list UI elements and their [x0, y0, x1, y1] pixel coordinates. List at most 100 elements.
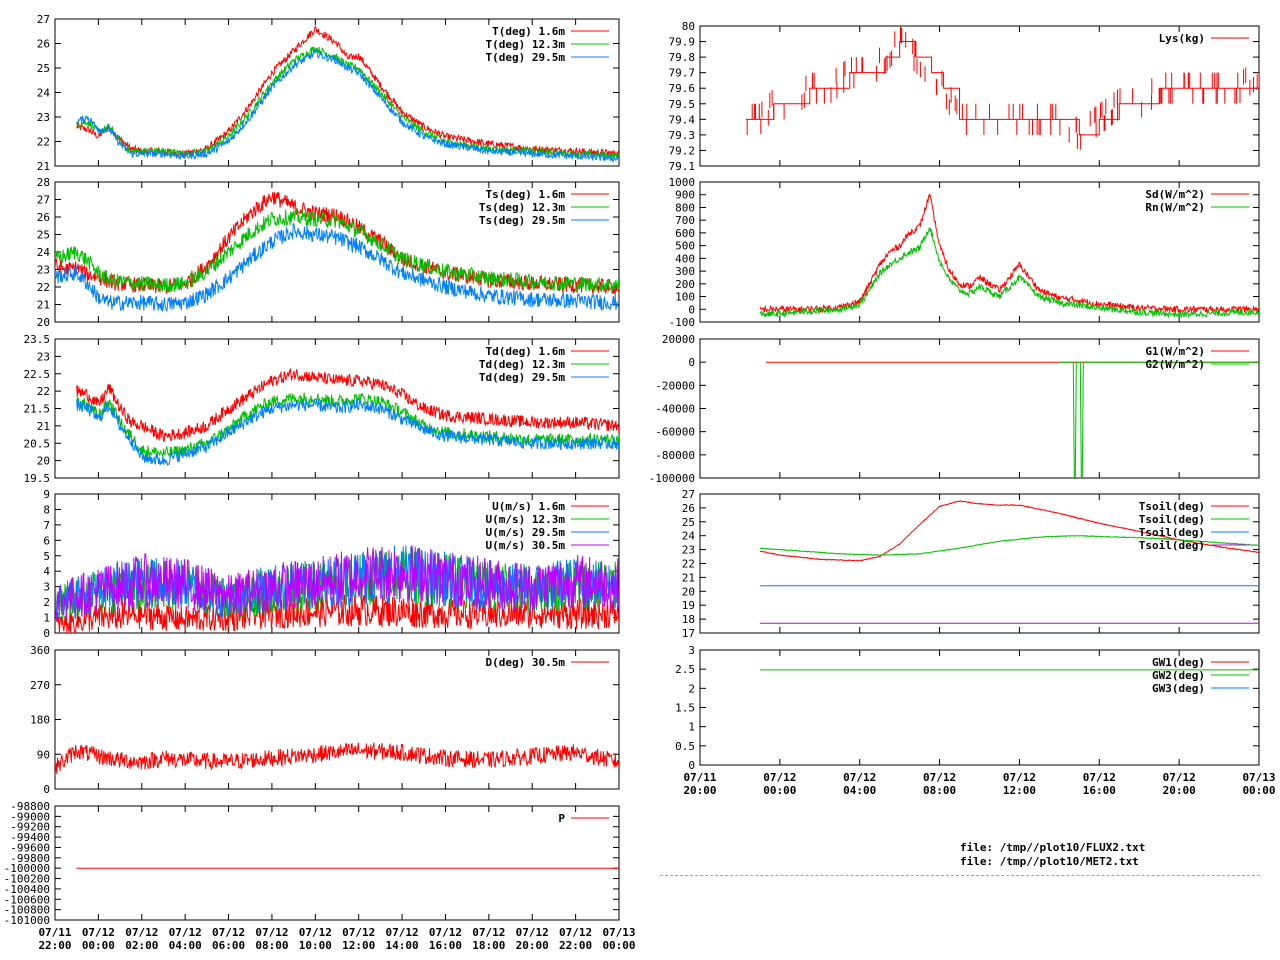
series-line-td-2	[76, 397, 619, 467]
y-tick-label: 20	[37, 455, 50, 468]
y-tick-label: 20.5	[24, 437, 51, 450]
y-tick-label: -100800	[4, 904, 50, 917]
legend-label: Td(deg) 12.3m	[479, 358, 565, 371]
x-tick-label-time: 08:00	[255, 939, 288, 952]
series-line-flux-1	[759, 227, 1259, 319]
y-tick-label: -98800	[10, 800, 50, 813]
y-tick-label: 500	[675, 240, 695, 253]
legend-label: Tsoil(deg)	[1139, 539, 1205, 552]
x-tick-label-time: 04:00	[169, 939, 202, 952]
series-line-td-1	[76, 392, 619, 460]
y-tick-label: 25	[37, 229, 50, 242]
y-tick-label: 79.8	[669, 51, 696, 64]
legend-label: Tsoil(deg)	[1139, 526, 1205, 539]
y-tick-label: 79.2	[669, 144, 696, 157]
chart-tsoil: 1718192021222324252627Tsoil(deg)Tsoil(de…	[682, 488, 1260, 640]
x-tick-label-date: 07/12	[255, 926, 288, 939]
y-tick-label: 100	[675, 291, 695, 304]
legend-label: Tsoil(deg)	[1139, 500, 1205, 513]
y-tick-label: 79.7	[669, 67, 696, 80]
legend-label: Ts(deg) 1.6m	[486, 188, 566, 201]
y-tick-label: 2.5	[675, 663, 695, 676]
x-tick-label-date: 07/12	[212, 926, 245, 939]
y-tick-label: 22	[37, 136, 50, 149]
x-tick-label-time: 20:00	[516, 939, 549, 952]
x-tick-label-time: 00:00	[1242, 784, 1275, 797]
y-tick-label: 19	[682, 599, 695, 612]
chart-g: -100000 -80000 -60000 -40000 -20000 0 20000 G1(…	[649, 333, 1260, 485]
legend-label: G2(W/m^2)	[1145, 358, 1205, 371]
x-tick-label-time: 16:00	[1083, 784, 1116, 797]
x-tick-label-date: 07/12	[516, 926, 549, 939]
y-tick-label: 200	[675, 278, 695, 291]
x-tick-label-time: 16:00	[429, 939, 462, 952]
y-tick-label: -100200	[4, 873, 50, 886]
x-tick-label-date: 07/12	[125, 926, 158, 939]
y-tick-label: 22	[37, 385, 50, 398]
x-tick-label-time: 04:00	[843, 784, 876, 797]
chart-td: 19.5 20 20.5 21 21.5 22 22.5 23 23.5 Td(deg) 1.6m…	[24, 333, 620, 485]
y-tick-label: 0	[43, 627, 50, 640]
legend-label: Lys(kg)	[1159, 32, 1205, 45]
legend-label: Ts(deg) 12.3m	[479, 201, 565, 214]
y-tick-label: 2	[688, 682, 695, 695]
legend-label: T(deg) 1.6m	[492, 25, 565, 38]
legend-label: U(m/s) 12.3m	[486, 513, 566, 526]
series-line-flux-0	[759, 193, 1259, 315]
y-tick-label: 21	[37, 160, 50, 173]
y-tick-label: 19.5	[24, 472, 51, 485]
y-tick-label: 17	[682, 627, 695, 640]
y-tick-label: 23	[37, 111, 50, 124]
x-tick-label-date: 07/11	[38, 926, 71, 939]
x-tick-label-time: 18:00	[472, 939, 505, 952]
legend-label: P	[558, 812, 565, 825]
y-tick-label: 21	[37, 299, 50, 312]
y-tick-label: 20	[682, 585, 695, 598]
y-tick-label: 27	[682, 488, 695, 501]
y-tick-label: 80	[682, 20, 695, 33]
x-tick-label-date: 07/12	[923, 771, 956, 784]
y-tick-label: 5	[43, 550, 50, 563]
series-line-ts-2	[55, 223, 619, 312]
y-tick-label: 79.4	[669, 113, 696, 126]
x-tick-label-date: 07/12	[1083, 771, 1116, 784]
y-tick-label: 300	[675, 265, 695, 278]
legend-label: U(m/s) 29.5m	[486, 526, 566, 539]
y-tick-label: 25	[37, 62, 50, 75]
x-tick-label-date: 07/12	[386, 926, 419, 939]
x-tick-label-time: 22:00	[559, 939, 592, 952]
chart-t: 21 22 23 24 25 26 27 T(deg) 1.6mT(deg) 12.3mT(d…	[37, 13, 620, 173]
series-line-t-2	[76, 48, 619, 163]
series-line-lys-0	[745, 26, 1259, 150]
legend-label: G1(W/m^2)	[1145, 345, 1205, 358]
y-tick-label: 26	[682, 502, 695, 515]
chart-lys: 79.1 79.2 79.3 79.4 79.5 79.6 79.7 79.8 79.9 80 Ly…	[669, 20, 1260, 173]
y-tick-label: 24	[37, 87, 51, 100]
y-tick-label: 0	[688, 759, 695, 772]
y-tick-label: 0	[43, 783, 50, 796]
x-tick-label-time: 12:00	[342, 939, 375, 952]
legend-label: D(deg) 30.5m	[486, 656, 566, 669]
legend-label: U(m/s) 30.5m	[486, 539, 566, 552]
y-tick-label: 700	[675, 214, 695, 227]
y-tick-label: 24	[37, 246, 51, 259]
plot-frame	[699, 25, 1260, 167]
x-tick-label-date: 07/12	[82, 926, 115, 939]
y-tick-label: -80000	[655, 449, 695, 462]
y-tick-label: 22	[682, 558, 695, 571]
y-tick-label: 180	[30, 714, 50, 727]
plot-frame	[54, 805, 620, 921]
x-tick-label-time: 00:00	[82, 939, 115, 952]
y-tick-label: -40000	[655, 403, 695, 416]
y-tick-label: -20000	[655, 379, 695, 392]
y-tick-label: -99200	[10, 821, 50, 834]
x-tick-label-date: 07/13	[602, 926, 635, 939]
y-tick-label: 600	[675, 227, 695, 240]
y-tick-label: 23	[682, 544, 695, 557]
y-tick-label: 27	[37, 13, 50, 26]
legend-label: Sd(W/m^2)	[1145, 188, 1205, 201]
